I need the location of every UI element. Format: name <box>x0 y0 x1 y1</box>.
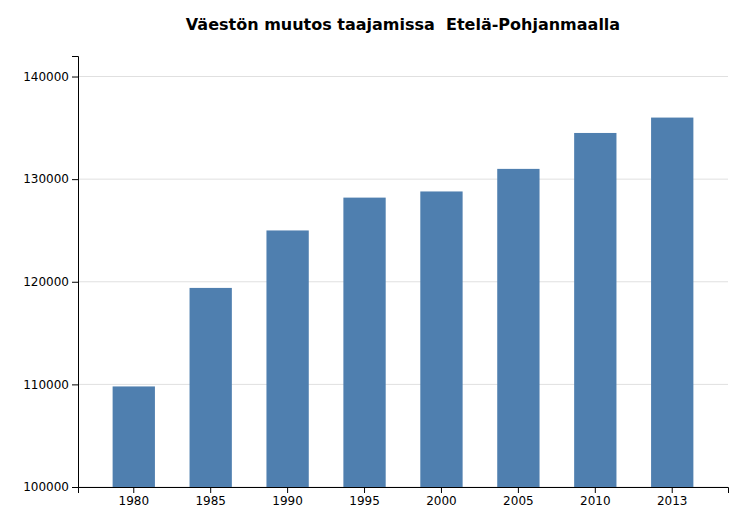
grid-line <box>78 76 728 77</box>
x-tick-label: 1980 <box>118 494 149 508</box>
x-axis: 1980 1985 1990 1995 2000 2005 2010 2013 <box>79 487 729 508</box>
y-axis: 100000 110000 120000 130000 140000 <box>23 57 78 495</box>
x-tick-line <box>133 487 134 493</box>
x-tick-line <box>441 487 442 493</box>
bar <box>574 133 616 487</box>
x-tick: 2000 <box>426 487 457 508</box>
grid-line <box>78 384 728 385</box>
bar <box>113 386 155 487</box>
grid <box>78 77 728 487</box>
x-tick-line <box>287 487 288 493</box>
x-tick: 2005 <box>503 487 534 508</box>
y-axis-line <box>72 57 79 488</box>
title: Väestön muutos taajamissa Etelä-Pohjanma… <box>186 15 620 34</box>
bar <box>343 198 385 487</box>
y-tick: 140000 <box>23 70 78 84</box>
y-tick: 130000 <box>23 172 78 186</box>
y-tick-label: 110000 <box>23 378 69 392</box>
x-tick-line <box>595 487 596 493</box>
x-tick-label: 2013 <box>657 494 688 508</box>
bar <box>651 118 693 487</box>
x-tick-label: 2000 <box>426 494 457 508</box>
y-tick-line <box>72 77 78 78</box>
y-tick: 100000 <box>23 480 78 494</box>
x-tick: 2010 <box>580 487 611 508</box>
chart-container: 1000001100001200001300001400001980198519… <box>0 0 752 531</box>
bar <box>266 230 308 487</box>
x-tick-label: 2005 <box>503 494 534 508</box>
y-tick-label: 120000 <box>23 275 69 289</box>
y-tick-line <box>72 487 78 488</box>
x-tick-line <box>364 487 365 493</box>
x-tick: 2013 <box>657 487 688 508</box>
chart-svg: 1000001100001200001300001400001980198519… <box>0 0 752 531</box>
x-tick-line <box>210 487 211 493</box>
bar <box>190 288 232 487</box>
x-tick-label: 1995 <box>349 494 380 508</box>
x-tick-label: 2010 <box>580 494 611 508</box>
plot-area: 1000001100001200001300001400001980198519… <box>23 57 728 508</box>
grid-line <box>78 281 728 282</box>
x-tick-label: 1990 <box>272 494 303 508</box>
x-tick: 1995 <box>349 487 380 508</box>
y-tick-line <box>72 282 78 283</box>
x-tick: 1985 <box>195 487 226 508</box>
y-tick-label: 100000 <box>23 480 69 494</box>
x-axis-line <box>79 488 729 494</box>
y-tick: 120000 <box>23 275 78 289</box>
y-tick-label: 140000 <box>23 70 69 84</box>
y-tick-label: 130000 <box>23 172 69 186</box>
x-tick-line <box>518 487 519 493</box>
y-tick-line <box>72 179 78 180</box>
bar <box>420 191 462 487</box>
y-tick-line <box>72 384 78 385</box>
y-tick: 110000 <box>23 378 78 392</box>
grid-line <box>78 179 728 180</box>
x-tick: 1990 <box>272 487 303 508</box>
x-tick-label: 1985 <box>195 494 226 508</box>
x-tick-line <box>672 487 673 493</box>
bars <box>113 118 694 487</box>
bar <box>497 169 539 487</box>
x-tick: 1980 <box>118 487 149 508</box>
